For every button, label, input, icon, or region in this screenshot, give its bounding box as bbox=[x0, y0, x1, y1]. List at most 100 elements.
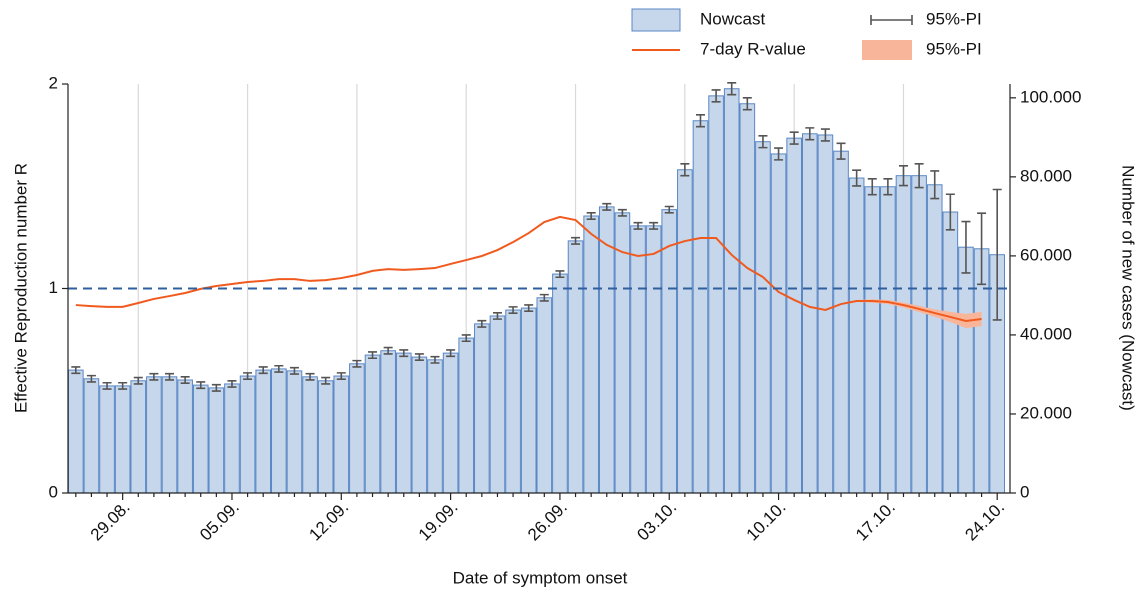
x-tick-label: 17.10. bbox=[852, 498, 899, 545]
bar bbox=[677, 169, 693, 494]
r-line bbox=[75, 215, 982, 323]
error-bar bbox=[727, 82, 737, 96]
error-bar bbox=[165, 372, 175, 381]
x-tick-label: 19.09. bbox=[415, 498, 462, 545]
bar bbox=[458, 337, 475, 494]
y-axis-label: Effective Reproduction number R bbox=[11, 163, 30, 413]
error-bar bbox=[86, 374, 96, 383]
y2-tick-label: 80.000 bbox=[1020, 166, 1072, 185]
error-bar bbox=[789, 131, 799, 145]
error-bar bbox=[586, 212, 596, 220]
y2-tick-label: 60.000 bbox=[1020, 245, 1072, 264]
error-bar bbox=[430, 355, 440, 364]
error-bar bbox=[695, 114, 705, 128]
bar bbox=[770, 153, 787, 494]
error-bar bbox=[414, 353, 424, 362]
bar bbox=[567, 240, 584, 494]
bar bbox=[239, 375, 256, 494]
error-bar bbox=[977, 212, 987, 286]
bar bbox=[192, 384, 209, 494]
error-bar bbox=[336, 372, 346, 380]
bar bbox=[364, 354, 381, 494]
error-bar bbox=[820, 128, 830, 142]
error-bar bbox=[102, 381, 112, 390]
x-tick-label: 24.10. bbox=[961, 498, 1008, 545]
error-bar bbox=[617, 208, 627, 217]
legend-swatch bbox=[631, 8, 681, 32]
error-bar bbox=[383, 346, 393, 355]
error-bar bbox=[852, 169, 862, 187]
error-bar bbox=[274, 364, 284, 373]
error-bar bbox=[321, 376, 331, 385]
error-bar bbox=[352, 359, 362, 368]
error-bar bbox=[680, 163, 690, 177]
error-bar bbox=[758, 134, 768, 149]
bar bbox=[68, 369, 84, 494]
bar bbox=[692, 120, 709, 494]
error-bar bbox=[867, 178, 877, 196]
error-bar bbox=[243, 372, 253, 380]
x-axis-label: Date of symptom onset bbox=[453, 568, 628, 587]
bar bbox=[427, 359, 443, 494]
error-bar bbox=[149, 372, 159, 381]
bar bbox=[723, 88, 740, 494]
bar bbox=[895, 175, 912, 494]
error-bar bbox=[227, 379, 237, 388]
error-bar bbox=[71, 366, 81, 375]
error-bar bbox=[539, 293, 549, 302]
legend-swatch bbox=[862, 40, 912, 60]
bar bbox=[505, 309, 521, 494]
bar bbox=[224, 383, 240, 494]
bar bbox=[130, 380, 147, 494]
bar bbox=[614, 212, 631, 494]
bar bbox=[833, 150, 849, 494]
bar bbox=[552, 273, 568, 494]
error-bar bbox=[883, 178, 893, 196]
error-bar bbox=[602, 202, 612, 211]
error-bar bbox=[446, 349, 456, 358]
bar bbox=[958, 246, 974, 494]
bar bbox=[114, 385, 131, 494]
error-bar bbox=[742, 97, 752, 111]
bar bbox=[801, 133, 818, 494]
error-bar bbox=[571, 236, 581, 245]
error-bar bbox=[945, 193, 955, 231]
bar bbox=[271, 368, 287, 494]
error-bar bbox=[992, 188, 1002, 321]
bar bbox=[146, 376, 162, 494]
y2-tick-label: 0 bbox=[1020, 482, 1029, 501]
bar bbox=[208, 387, 225, 494]
bar bbox=[848, 177, 865, 494]
error-bar bbox=[180, 376, 190, 384]
bar bbox=[973, 248, 990, 494]
error-bar bbox=[196, 381, 206, 390]
y2-tick-label: 40.000 bbox=[1020, 324, 1072, 343]
error-bar bbox=[914, 163, 924, 189]
bar bbox=[817, 134, 834, 494]
bar bbox=[395, 352, 412, 494]
error-bar bbox=[211, 383, 221, 392]
x-tick-label: 03.10. bbox=[633, 498, 680, 545]
bar bbox=[349, 363, 365, 494]
bar bbox=[380, 350, 396, 494]
bar bbox=[161, 376, 178, 494]
legend-label: 7-day R-value bbox=[700, 39, 806, 58]
bar bbox=[317, 380, 334, 494]
bar bbox=[99, 385, 115, 494]
y-tick-label: 2 bbox=[49, 73, 58, 92]
error-bar bbox=[774, 147, 784, 161]
x-tick-label: 26.09. bbox=[524, 498, 571, 545]
error-bar bbox=[118, 381, 128, 390]
bar bbox=[333, 375, 350, 494]
x-tick-label: 29.08. bbox=[87, 498, 134, 545]
legend-swatch bbox=[870, 15, 913, 25]
error-bar bbox=[133, 376, 143, 385]
error-bar bbox=[664, 205, 674, 214]
error-bar bbox=[633, 221, 643, 230]
legend-label: Nowcast bbox=[700, 9, 765, 28]
bar bbox=[520, 307, 537, 494]
bar bbox=[474, 323, 490, 494]
y2-tick-label: 20.000 bbox=[1020, 403, 1072, 422]
error-bar bbox=[305, 372, 315, 381]
